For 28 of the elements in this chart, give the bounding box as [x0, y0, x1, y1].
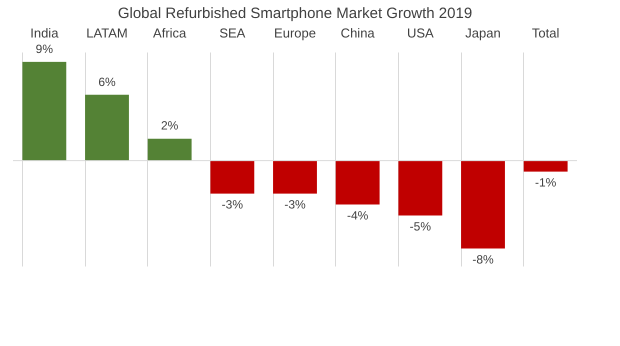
x-tick-label: Africa	[153, 26, 188, 40]
x-tick-label: SEA	[219, 26, 246, 40]
x-tick-label: LATAM	[86, 26, 128, 40]
x-tick-label: Total	[532, 26, 560, 40]
x-tick-label: India	[30, 26, 60, 40]
data-label: -5%	[410, 220, 432, 234]
data-label: -4%	[346, 208, 369, 223]
chart-title: Global Refurbished Smartphone Market Growth 2019	[118, 5, 472, 22]
x-tick-label: Europe	[274, 26, 316, 40]
bar	[398, 160, 442, 216]
data-label: -3%	[222, 198, 244, 212]
data-label: 6%	[98, 74, 116, 89]
bar	[273, 160, 317, 194]
bar	[210, 160, 254, 194]
x-tick-label: USA	[406, 26, 434, 40]
bar	[85, 94, 129, 161]
bar	[22, 62, 66, 161]
bar	[461, 160, 505, 248]
data-label: -3%	[284, 198, 306, 212]
data-label: -1%	[534, 176, 557, 190]
x-tick-label: Japan	[465, 26, 501, 40]
x-tick-label: China	[340, 26, 376, 40]
bar	[524, 160, 568, 172]
bar	[336, 160, 380, 205]
bar	[148, 138, 192, 161]
data-label: 9%	[36, 42, 54, 56]
data-label: 2%	[160, 118, 179, 133]
data-label: -8%	[472, 252, 494, 266]
